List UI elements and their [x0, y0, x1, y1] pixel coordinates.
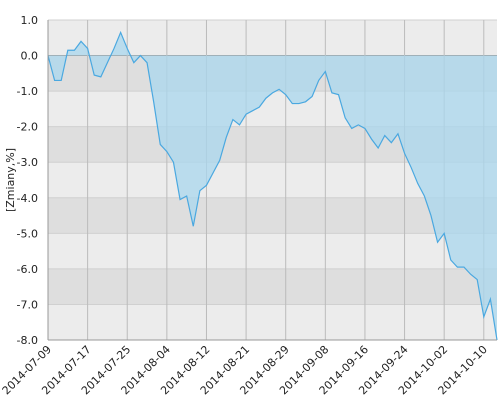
- line: [47, 30, 498, 341]
- y-tick-label: -5.0: [17, 227, 38, 240]
- y-tick-label: -3.0: [17, 156, 38, 169]
- grid-band: [48, 197, 497, 234]
- y-tick-label: -4.0: [17, 192, 38, 205]
- y-tick-label: -1.0: [17, 85, 38, 98]
- y-tick-label: 1.0: [21, 14, 39, 27]
- grid-band: [48, 233, 497, 269]
- y-tick-label: -8.0: [17, 334, 38, 347]
- y-tick-label: -7.0: [17, 298, 38, 311]
- y-axis-label: [Zmiany,%]: [4, 148, 17, 212]
- area: [48, 32, 497, 340]
- y-tick-label: 0.0: [21, 50, 39, 63]
- grid-band: [48, 304, 497, 340]
- grid-band: [48, 268, 497, 305]
- y-tick-label: -2.0: [17, 121, 38, 134]
- y-tick-label: -6.0: [17, 263, 38, 276]
